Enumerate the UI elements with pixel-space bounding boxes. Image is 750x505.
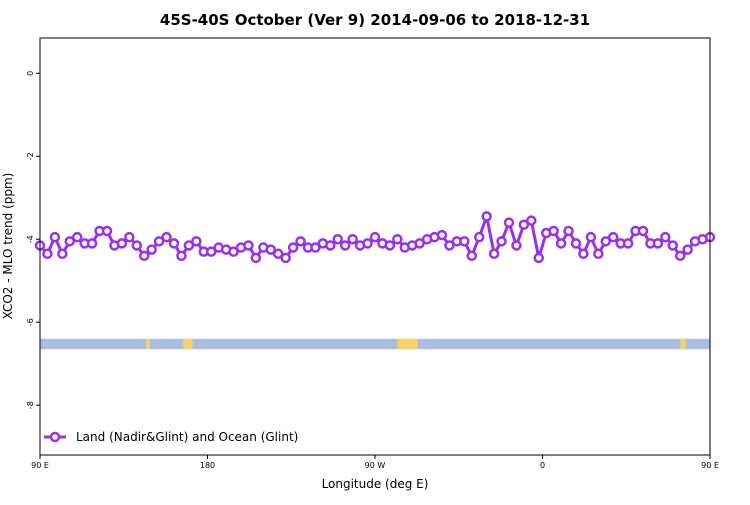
y-tick-label: -8 xyxy=(26,401,35,409)
data-point xyxy=(146,244,157,255)
legend: Land (Nadir&Glint) and Ocean (Glint) xyxy=(44,430,298,444)
data-point xyxy=(607,231,619,243)
x-axis: 90 E 180 90 W 0 90 E xyxy=(31,455,719,470)
data-point xyxy=(414,238,425,249)
data-point xyxy=(280,252,291,264)
data-point xyxy=(138,250,150,262)
data-point xyxy=(488,248,500,260)
data-point xyxy=(578,248,589,260)
data-point xyxy=(116,238,128,249)
data-point xyxy=(660,231,671,243)
legend-label: Land (Nadir&Glint) and Ocean (Glint) xyxy=(76,430,298,444)
data-point xyxy=(593,248,604,260)
data-point xyxy=(600,236,612,247)
data-point xyxy=(228,246,239,257)
data-point xyxy=(570,238,582,249)
data-point xyxy=(332,233,344,245)
data-point xyxy=(325,240,336,251)
data-point xyxy=(49,231,61,243)
data-point xyxy=(347,233,358,245)
data-point xyxy=(183,240,195,251)
data-point xyxy=(622,238,634,249)
data-point xyxy=(436,229,448,241)
data-point xyxy=(444,240,455,251)
data-point xyxy=(101,225,113,237)
data-point xyxy=(243,240,254,251)
data-point xyxy=(511,240,522,251)
data-point xyxy=(287,242,299,253)
data-point xyxy=(652,238,664,249)
data-point xyxy=(459,236,470,247)
chart-title: 45S-40S October (Ver 9) 2014-09-06 to 20… xyxy=(160,11,590,29)
surface-band xyxy=(40,338,710,350)
data-point xyxy=(555,238,567,249)
data-point xyxy=(533,252,545,264)
data-point xyxy=(667,240,679,251)
data-point xyxy=(392,233,403,245)
y-axis: 0 -2 -4 -6 -8 xyxy=(26,71,40,409)
surface-band-land-3 xyxy=(680,338,686,350)
data-point xyxy=(526,215,537,226)
data-point xyxy=(339,240,351,251)
data-point xyxy=(518,219,530,230)
data-point xyxy=(295,236,306,247)
y-tick-label: -2 xyxy=(26,152,35,160)
x-tick-label: 0 xyxy=(540,461,545,470)
data-point xyxy=(205,246,217,257)
data-point xyxy=(362,238,373,249)
series-layer xyxy=(34,211,716,264)
data-point xyxy=(473,231,485,243)
data-point xyxy=(131,240,143,251)
surface-band-ocean xyxy=(40,338,710,350)
x-tick-label: 90 W xyxy=(365,461,386,470)
data-point xyxy=(637,225,649,237)
surface-band-land-1 xyxy=(183,338,193,350)
data-point xyxy=(496,236,507,247)
data-point xyxy=(153,236,165,247)
legend-marker xyxy=(49,431,61,443)
data-point xyxy=(176,250,187,262)
data-point xyxy=(466,250,478,262)
y-tick-label: -4 xyxy=(26,235,35,243)
data-point xyxy=(265,244,277,255)
y-tick-label: -6 xyxy=(26,318,35,326)
data-point xyxy=(168,238,180,249)
data-point xyxy=(161,231,172,243)
data-point xyxy=(64,236,76,247)
data-point xyxy=(272,248,284,260)
data-point xyxy=(57,248,68,260)
x-tick-label: 180 xyxy=(200,461,215,470)
data-point xyxy=(563,225,574,237)
x-tick-label: 90 E xyxy=(701,461,719,470)
data-point xyxy=(481,211,492,222)
y-tick-label: 0 xyxy=(26,71,35,76)
data-point xyxy=(250,252,262,264)
data-point xyxy=(191,236,202,247)
data-point xyxy=(369,231,381,243)
data-point xyxy=(503,217,515,228)
data-point xyxy=(42,248,53,260)
data-point xyxy=(124,231,135,243)
data-point xyxy=(86,238,98,249)
x-tick-label: 90 E xyxy=(31,461,49,470)
data-point xyxy=(548,225,559,237)
surface-band-land-0 xyxy=(146,338,150,350)
y-axis-label: XCO2 - MLO trend (ppm) xyxy=(1,173,15,320)
data-point xyxy=(384,240,396,251)
data-point xyxy=(310,242,321,253)
data-point xyxy=(71,231,83,243)
x-axis-label: Longitude (deg E) xyxy=(322,477,429,491)
data-point xyxy=(682,244,693,255)
data-point xyxy=(585,231,597,243)
data-point xyxy=(674,250,686,262)
surface-band-land-2 xyxy=(397,338,418,350)
